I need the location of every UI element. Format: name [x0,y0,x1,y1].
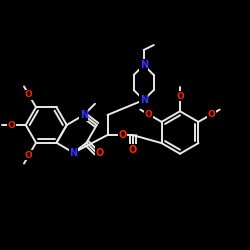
Text: O: O [208,110,215,119]
Text: N: N [140,95,148,105]
Text: O: O [96,148,104,158]
Text: O: O [145,110,152,119]
Text: N: N [80,110,88,120]
Text: N: N [140,60,148,70]
Text: O: O [25,151,32,160]
Text: O: O [25,90,33,99]
Text: N: N [70,148,78,158]
Text: O: O [128,145,136,155]
Text: O: O [7,120,15,130]
Text: O: O [118,130,127,140]
Text: O: O [176,92,184,101]
